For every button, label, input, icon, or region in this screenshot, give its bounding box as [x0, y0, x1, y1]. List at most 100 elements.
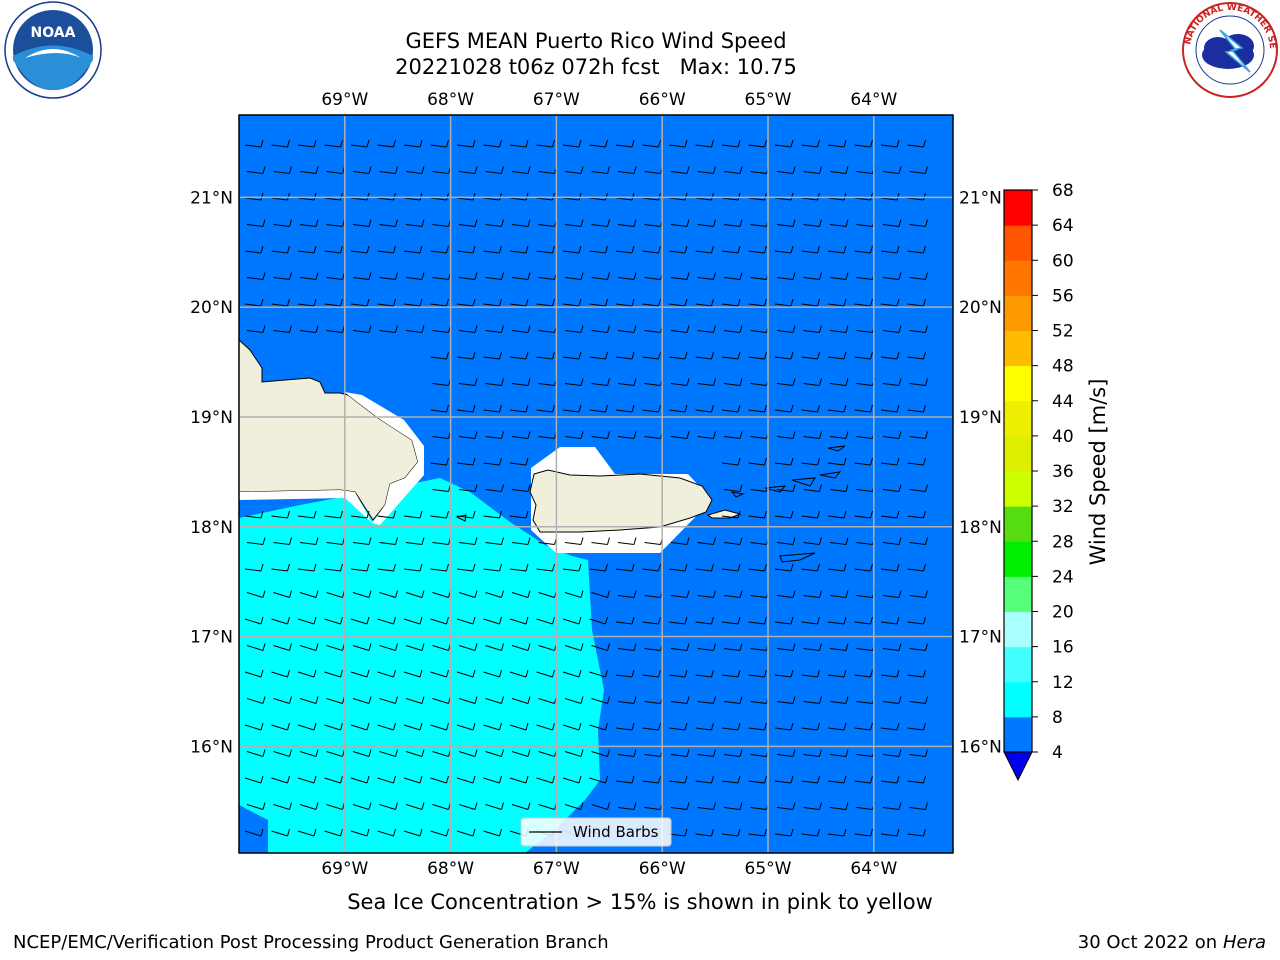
wind-barb [509, 404, 529, 413]
wind-barb [827, 510, 847, 519]
wind-barb [776, 590, 796, 598]
wind-barb [483, 139, 502, 148]
wind-barb [909, 696, 928, 704]
wind-barb [670, 802, 690, 810]
wind-barb [907, 139, 926, 148]
wind-barb [801, 563, 820, 572]
wind-barb [907, 828, 926, 837]
wind-barb [697, 272, 716, 280]
colorbar-bin [1004, 365, 1032, 402]
wind-barb [324, 245, 343, 254]
wind-barb [591, 802, 610, 810]
wind-barb [615, 669, 635, 678]
wind-barb [697, 590, 716, 598]
wind-barb [774, 139, 794, 148]
wind-barb [882, 378, 902, 386]
wind-barb [485, 802, 504, 810]
wind-barb [827, 457, 847, 466]
wind-barb [430, 404, 449, 413]
wind-barb [829, 219, 849, 227]
wind-barb [483, 457, 502, 466]
wind-barb [615, 298, 635, 307]
wind-barb [377, 616, 396, 625]
wind-barb [485, 484, 504, 492]
wind-barb [379, 590, 398, 598]
wind-barb [829, 749, 849, 757]
wind-barb [350, 616, 370, 625]
wind-barb [273, 166, 292, 174]
wind-barb [695, 722, 714, 731]
wind-barb [430, 563, 449, 572]
wind-barb [456, 669, 476, 678]
wind-barb [511, 272, 531, 280]
wind-barb [642, 722, 661, 731]
wind-barb [591, 590, 610, 598]
wind-barb [882, 590, 902, 598]
wind-barb [350, 722, 370, 731]
wind-barb [721, 828, 741, 837]
wind-barb [774, 404, 794, 413]
wind-barb [564, 802, 584, 810]
wind-barb [271, 510, 290, 519]
colorbar-tick-label: 68 [1052, 181, 1074, 201]
wind-barb [299, 590, 319, 598]
wind-barb [882, 537, 902, 545]
wind-barb [377, 563, 396, 572]
wind-barb [485, 749, 504, 757]
wind-barb [562, 404, 582, 413]
wind-barb [350, 192, 370, 201]
wind-barb [485, 590, 504, 598]
wind-barb [456, 404, 476, 413]
wind-barb [456, 722, 476, 731]
colorbar-bin [1004, 471, 1032, 507]
wind-barb [776, 643, 796, 651]
wind-barb [244, 722, 264, 731]
wind-barb [591, 325, 610, 333]
wind-barb [697, 537, 716, 545]
wind-barb [721, 616, 741, 625]
wind-barb [403, 669, 423, 678]
wind-barb [403, 298, 423, 307]
wind-barb [350, 828, 370, 837]
lon-label-bottom: 64°W [850, 859, 897, 879]
wind-barb [803, 590, 822, 598]
wind-barb [854, 457, 873, 466]
wind-barb [801, 404, 820, 413]
wind-barb [721, 351, 741, 360]
wind-barb [880, 245, 900, 254]
wind-barb [723, 325, 743, 333]
wind-barb [246, 166, 266, 174]
wind-barb [509, 775, 529, 784]
wind-barb [536, 192, 555, 201]
wind-barb [615, 775, 635, 784]
chart-subtitle: 20221028 t06z 072h fcst Max: 10.75 [395, 55, 797, 79]
wind-barb [458, 802, 478, 810]
wind-barb [324, 669, 343, 678]
wind-barb [591, 378, 610, 386]
wind-barb [511, 537, 531, 545]
wind-barb [271, 828, 290, 837]
wind-barb [882, 696, 902, 704]
colorbar: 68 64 60 56 52 48 44 40 36 32 28 24 20 16 12 8 4 [1003, 181, 1074, 782]
wind-barb [458, 166, 478, 174]
wind-barb [589, 404, 608, 413]
wind-barb [880, 722, 900, 731]
wind-barb [430, 192, 449, 201]
wind-barb [803, 166, 822, 174]
wind-barb [827, 828, 847, 837]
wind-barb [271, 669, 290, 678]
wind-barb [670, 325, 690, 333]
colorbar-tick-label: 56 [1052, 286, 1074, 306]
date-note: 30 Oct 2022 on Hera [1078, 932, 1266, 953]
wind-barb [509, 139, 529, 148]
wind-barb [723, 643, 743, 651]
wind-barb [536, 245, 555, 254]
wind-barb [511, 696, 531, 704]
wind-barb [695, 828, 714, 837]
wind-barb [536, 404, 555, 413]
wind-barb [774, 192, 794, 201]
noaa-logo: NOAA [4, 1, 102, 99]
wind-barb [271, 775, 290, 784]
wind-barb [591, 643, 610, 651]
wind-barb [803, 802, 822, 810]
